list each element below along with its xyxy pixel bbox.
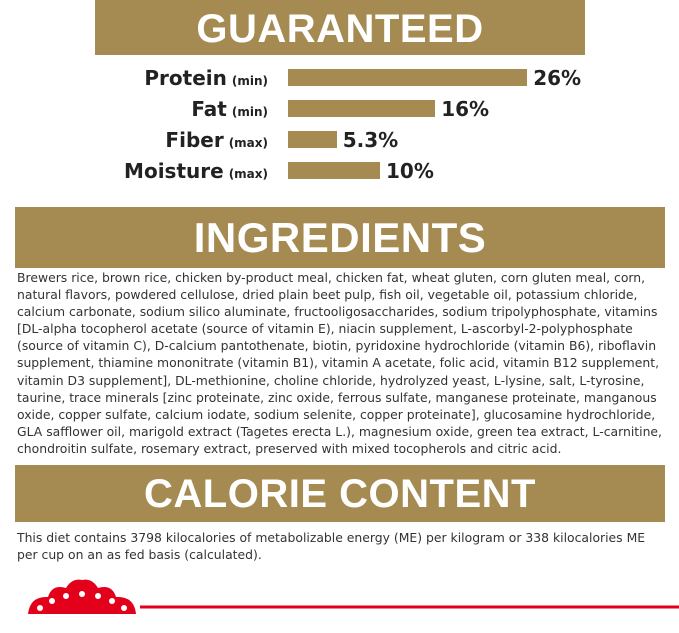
nutrient-label: Fat (min) bbox=[191, 94, 268, 127]
nutrient-bar bbox=[288, 69, 528, 86]
nutrient-bar bbox=[288, 162, 380, 179]
nutrient-bar bbox=[288, 131, 337, 148]
nutrient-value: 5.3% bbox=[342, 128, 399, 152]
nutrient-label: Protein (min) bbox=[144, 63, 268, 96]
nutrient-value: 10% bbox=[386, 159, 434, 183]
nutrient-value: 26% bbox=[533, 66, 582, 90]
nutrient-qualifier: (max) bbox=[228, 167, 268, 181]
analysis-header: GUARANTEED ANALYSIS bbox=[95, 0, 585, 109]
analysis-row: Protein (min) 26% bbox=[0, 63, 679, 93]
nutrient-qualifier: (max) bbox=[228, 136, 268, 150]
analysis-row: Fat (min) 16% bbox=[0, 94, 679, 124]
calorie-header: CALORIE CONTENT bbox=[15, 465, 665, 522]
nutrient-qualifier: (min) bbox=[231, 105, 268, 119]
ingredients-text: Brewers rice, brown rice, chicken by-pro… bbox=[17, 270, 662, 456]
nutrient-bar bbox=[288, 100, 436, 117]
nutrient-label: Moisture (max) bbox=[124, 156, 268, 189]
calorie-text: This diet contains 3798 kilocalories of … bbox=[17, 530, 646, 563]
crown bbox=[28, 579, 136, 614]
analysis-row: Fiber (max) 5.3% bbox=[0, 125, 679, 155]
nutrient-name: Moisture bbox=[124, 159, 224, 183]
nutrient-value: 16% bbox=[441, 97, 490, 121]
nutrient-name: Protein bbox=[144, 66, 227, 90]
ingredients-header: INGREDIENTS bbox=[15, 207, 665, 268]
nutrient-name: Fiber bbox=[165, 128, 224, 152]
analysis-row: Moisture (max) 10% bbox=[0, 156, 679, 186]
nutrient-label: Fiber (max) bbox=[165, 125, 268, 158]
nutrient-name: Fat bbox=[191, 97, 227, 121]
nutrient-qualifier: (min) bbox=[231, 74, 268, 88]
